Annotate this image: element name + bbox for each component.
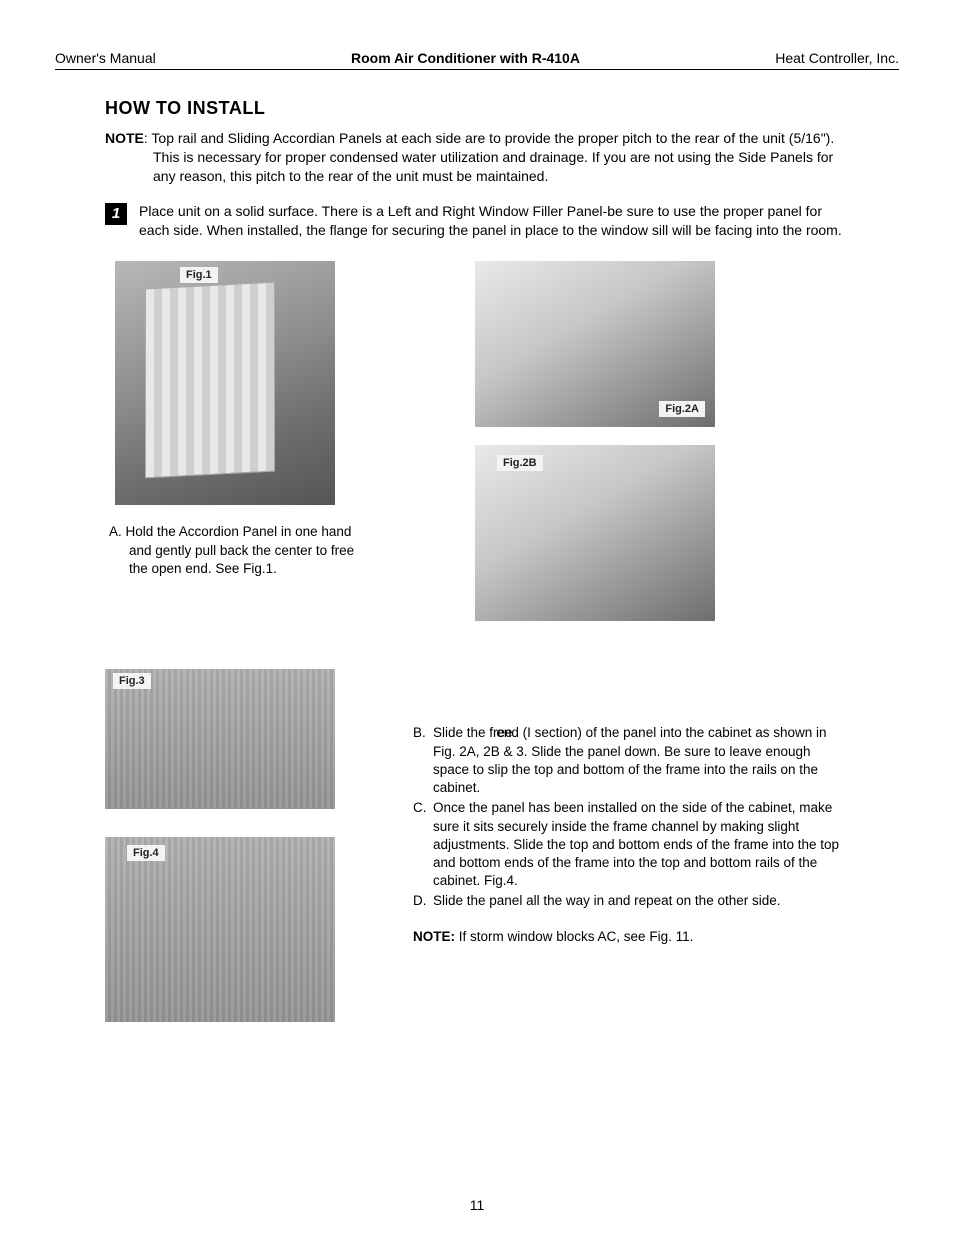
header-right: Heat Controller, Inc. — [775, 50, 899, 66]
row-2: Fig.3 Fig.4 B.Slide the free end (I sect… — [105, 669, 849, 1040]
figure-4: Fig.4 — [105, 837, 335, 1022]
figure-2a: Fig.2A — [475, 261, 715, 427]
note-block-2: NOTE: If storm window blocks AC, see Fig… — [413, 929, 849, 944]
page-header: Owner's Manual Room Air Conditioner with… — [55, 50, 899, 70]
list-letter-B: B. — [413, 724, 433, 742]
list-letter-D: D. — [413, 892, 433, 910]
col-left-1: Fig.1 A. Hold the Accordion Panel in one… — [105, 261, 365, 578]
header-center: Room Air Conditioner with R-410A — [351, 50, 580, 66]
figure-2b: Fig.2B — [475, 445, 715, 621]
list-item-B: B.Slide the free end (I section) of the … — [405, 724, 849, 797]
list-B-end: end — [516, 724, 519, 742]
note-label: NOTE — [105, 130, 144, 146]
note-block-1: NOTE: Top rail and Sliding Accordian Pan… — [105, 129, 849, 186]
note-text: : Top rail and Sliding Accordian Panels … — [144, 130, 834, 184]
content-area: HOW TO INSTALL NOTE: Top rail and Slidin… — [55, 98, 899, 1040]
figure-1: Fig.1 — [115, 261, 335, 505]
step-1: 1 Place unit on a solid surface. There i… — [105, 202, 849, 240]
header-left: Owner's Manual — [55, 50, 156, 66]
col-right-2: B.Slide the free end (I section) of the … — [405, 669, 849, 943]
list-letter-C: C. — [413, 799, 433, 817]
step-text: Place unit on a solid surface. There is … — [139, 202, 849, 240]
col-left-2: Fig.3 Fig.4 — [105, 669, 365, 1040]
accordion-panel-graphic — [145, 282, 275, 479]
step-number-badge: 1 — [105, 203, 127, 225]
list-D-text: Slide the panel all the way in and repea… — [433, 893, 781, 908]
row-1: Fig.1 A. Hold the Accordion Panel in one… — [105, 261, 849, 639]
list-item-D: D.Slide the panel all the way in and rep… — [405, 892, 849, 910]
section-title: HOW TO INSTALL — [105, 98, 849, 119]
page-number: 11 — [0, 1197, 954, 1213]
note2-text: If storm window blocks AC, see Fig. 11. — [455, 929, 693, 944]
note2-label: NOTE: — [413, 929, 455, 944]
caption-A: A. Hold the Accordion Panel in one hand … — [109, 523, 365, 578]
list-item-C: C.Once the panel has been installed on t… — [405, 799, 849, 890]
figure-3-label: Fig.3 — [113, 673, 151, 689]
col-right-1: Fig.2A Fig.2B — [405, 261, 849, 639]
figure-1-label: Fig.1 — [180, 267, 218, 283]
figure-3: Fig.3 — [105, 669, 335, 809]
figure-2a-label: Fig.2A — [659, 401, 705, 417]
list-C-text: Once the panel has been installed on the… — [433, 800, 839, 888]
instruction-list: B.Slide the free end (I section) of the … — [405, 724, 849, 910]
figure-2b-label: Fig.2B — [497, 455, 543, 471]
figure-4-label: Fig.4 — [127, 845, 165, 861]
